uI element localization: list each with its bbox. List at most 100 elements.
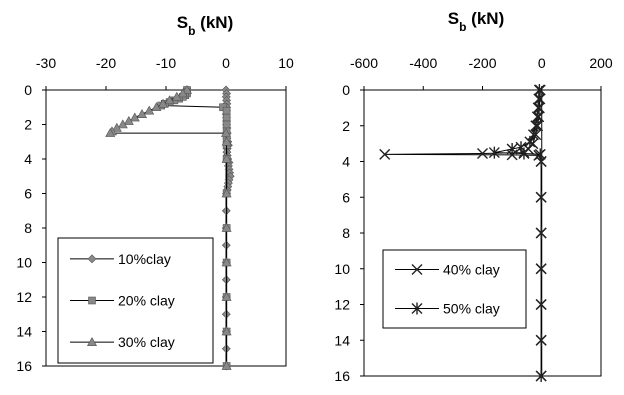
right-legend-entry: 50% clay bbox=[395, 301, 500, 317]
right-data-point bbox=[535, 298, 547, 311]
left-y-axis: 0 2 4 6 8 10 12 14 16 bbox=[16, 82, 227, 374]
left-data-point bbox=[117, 119, 128, 129]
right-data-point bbox=[477, 147, 488, 159]
left-data-point bbox=[221, 360, 232, 370]
right-title-main: S bbox=[448, 9, 459, 28]
right-x-tick-label: 200 bbox=[589, 55, 613, 71]
right-y-tick-label: 6 bbox=[342, 189, 350, 205]
right-data-point bbox=[488, 146, 500, 159]
right-data-point bbox=[535, 227, 547, 239]
left-data-point bbox=[177, 88, 188, 98]
left-legend-items: 10%clay 20% clay 30% clay bbox=[70, 251, 175, 350]
left-data-point bbox=[181, 84, 193, 94]
left-legend-marker bbox=[88, 296, 96, 305]
left-data-point bbox=[221, 136, 232, 146]
left-legend-marker bbox=[86, 337, 98, 346]
right-data-point bbox=[535, 191, 547, 204]
right-x-tick-label: -200 bbox=[468, 55, 496, 71]
left-y-tick-label: 8 bbox=[24, 220, 32, 236]
right-data-point bbox=[532, 101, 544, 114]
right-x-tick-label: -600 bbox=[350, 55, 378, 71]
left-x-tick-label: 10 bbox=[278, 55, 294, 71]
left-legend-entry: 30% clay bbox=[70, 334, 175, 350]
left-data-point bbox=[222, 106, 231, 115]
right-legend-marker bbox=[411, 302, 423, 315]
right-data-point bbox=[530, 129, 542, 141]
left-data-point bbox=[171, 91, 182, 101]
left-title-sub: b bbox=[188, 24, 195, 38]
left-data-point bbox=[123, 115, 134, 125]
left-series-3 bbox=[105, 84, 232, 370]
left-data-point bbox=[221, 153, 232, 163]
right-y-tick-label: 8 bbox=[342, 225, 350, 241]
right-legend-marker bbox=[411, 264, 423, 275]
left-title-unit: (kN) bbox=[195, 13, 233, 32]
right-chart: Sb (kN) -600 -400 -200 0 200 0 2 4 6 8 10 12 14 16 4… bbox=[334, 9, 612, 384]
left-x-tick-label: -30 bbox=[36, 55, 56, 71]
right-x-axis: -600 -400 -200 0 200 bbox=[350, 55, 613, 90]
left-y-tick-label: 2 bbox=[24, 117, 32, 133]
right-legend-box bbox=[382, 249, 527, 329]
left-legend-label: 10%clay bbox=[118, 251, 171, 267]
left-y-tick-label: 4 bbox=[24, 151, 32, 167]
right-data-point bbox=[532, 120, 544, 132]
right-y-axis: 0 2 4 6 8 10 12 14 16 bbox=[334, 82, 543, 384]
left-data-point bbox=[221, 188, 232, 198]
left-y-tick-label: 6 bbox=[24, 186, 32, 202]
right-data-point bbox=[535, 370, 547, 382]
left-data-point bbox=[136, 109, 148, 118]
left-y-tick-label: 0 bbox=[24, 82, 32, 98]
right-plot-area bbox=[363, 89, 602, 377]
left-data-point bbox=[164, 95, 175, 105]
right-legend-items: 40% clay 50% clay bbox=[395, 262, 500, 317]
right-data-point bbox=[524, 135, 536, 148]
left-data-point bbox=[105, 128, 116, 137]
right-series-2 bbox=[488, 84, 547, 382]
left-x-tick-label: 0 bbox=[222, 55, 230, 71]
right-title-unit: (kN) bbox=[466, 9, 504, 28]
right-x-tick-label: 0 bbox=[538, 55, 546, 71]
right-data-point bbox=[535, 334, 547, 347]
left-y-tick-label: 16 bbox=[16, 358, 32, 374]
left-data-point bbox=[144, 105, 155, 115]
left-series-group bbox=[105, 84, 235, 371]
left-legend-marker bbox=[87, 254, 97, 264]
left-data-point bbox=[129, 112, 140, 122]
right-data-point bbox=[506, 142, 518, 155]
left-y-tick-label: 12 bbox=[16, 289, 32, 305]
right-data-point bbox=[530, 119, 542, 132]
left-title-main: S bbox=[177, 13, 188, 32]
right-data-point bbox=[518, 147, 530, 160]
left-chart-title: Sb (kN) bbox=[177, 13, 233, 38]
right-legend-label: 50% clay bbox=[443, 301, 500, 317]
right-y-tick-label: 0 bbox=[342, 82, 350, 98]
left-x-tick-label: -20 bbox=[96, 55, 116, 71]
left-y-tick-label: 14 bbox=[16, 324, 32, 340]
right-x-tick-label: -400 bbox=[409, 55, 437, 71]
right-y-tick-label: 2 bbox=[342, 118, 350, 134]
left-data-point bbox=[221, 326, 232, 336]
left-legend-entry: 10%clay bbox=[70, 251, 171, 267]
right-data-point bbox=[533, 102, 545, 114]
left-data-point bbox=[222, 120, 231, 129]
left-data-point bbox=[157, 98, 169, 108]
right-y-tick-label: 14 bbox=[334, 332, 350, 348]
left-legend-entry: 20% clay bbox=[70, 293, 175, 309]
right-series-group bbox=[379, 84, 547, 382]
left-x-axis: -30 -20 -10 0 10 bbox=[36, 55, 294, 90]
left-legend-label: 20% clay bbox=[118, 293, 175, 309]
left-data-point bbox=[220, 128, 232, 137]
right-data-point bbox=[534, 93, 546, 105]
left-legend: 10%clay 20% clay 30% clay bbox=[57, 237, 214, 364]
left-chart: Sb (kN) -30 -20 -10 0 10 0 2 4 6 8 10 12 14 16 10%cl… bbox=[16, 13, 294, 374]
right-legend-label: 40% clay bbox=[443, 262, 500, 278]
left-legend-label: 30% clay bbox=[118, 334, 175, 350]
right-chart-title: Sb (kN) bbox=[448, 9, 504, 34]
left-y-tick-label: 10 bbox=[16, 255, 32, 271]
right-data-point bbox=[535, 155, 547, 168]
right-y-tick-label: 4 bbox=[342, 154, 350, 170]
right-legend: 40% clay 50% clay bbox=[382, 249, 527, 329]
right-data-point bbox=[535, 262, 547, 275]
left-data-point bbox=[221, 222, 232, 232]
